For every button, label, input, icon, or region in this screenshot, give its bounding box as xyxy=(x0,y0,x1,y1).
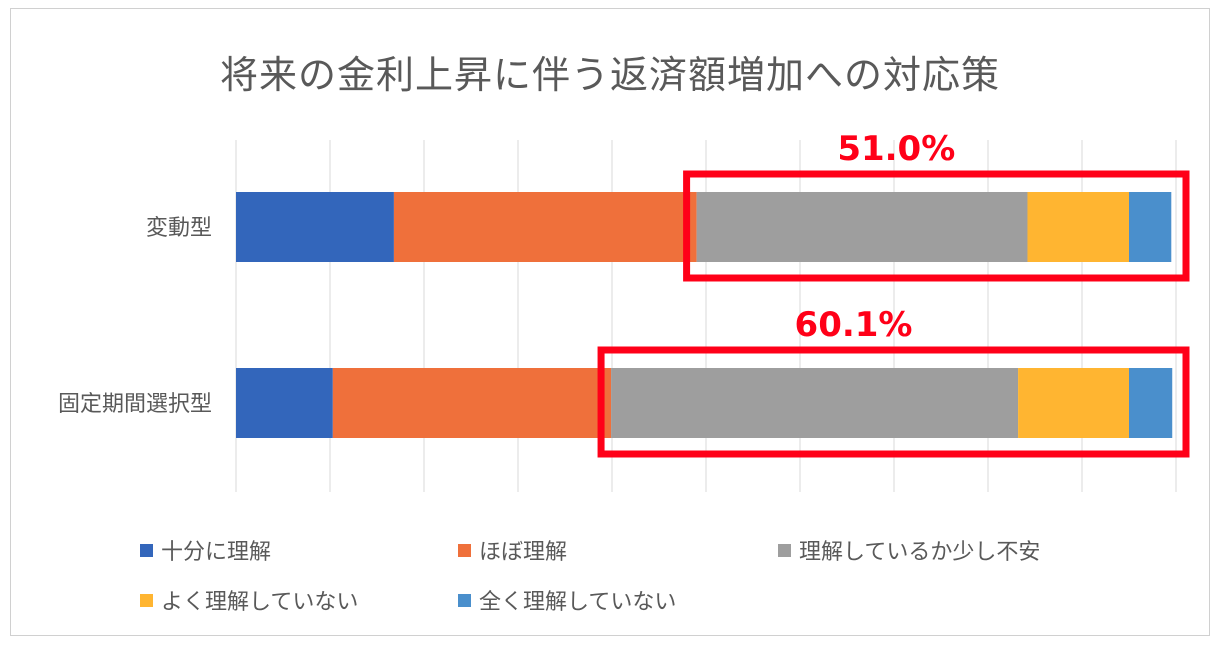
legend-label: よく理解していない xyxy=(161,590,359,615)
legend-swatch xyxy=(458,593,471,607)
legend-swatch xyxy=(458,543,471,557)
legend-label: ほぼ理解 xyxy=(479,540,568,565)
category-label: 変動型 xyxy=(146,216,212,241)
bar-segment xyxy=(1129,368,1173,438)
legend-label: 十分に理解 xyxy=(161,540,272,565)
callout-label: 60.1% xyxy=(795,305,913,345)
bar-segment xyxy=(236,192,394,262)
bar-segment xyxy=(696,192,1028,262)
legend-item: ほぼ理解 xyxy=(458,534,567,566)
legend-item: 理解しているか少し不安 xyxy=(778,534,1040,566)
callout-box xyxy=(683,170,1190,282)
legend-item: よく理解していない xyxy=(140,584,358,616)
category-label: 固定期間選択型 xyxy=(58,392,212,417)
legend-swatch xyxy=(778,543,791,557)
chart-title: 将来の金利上昇に伴う返済額増加への対応策 xyxy=(219,53,1000,97)
callout-label: 51.0% xyxy=(837,129,955,169)
callout-box xyxy=(597,346,1190,458)
bar-segment xyxy=(393,192,697,262)
legend-swatch xyxy=(140,593,153,607)
legend-item: 十分に理解 xyxy=(140,534,271,566)
legend-swatch xyxy=(140,543,153,557)
bar-segment xyxy=(1129,192,1172,262)
bar-segment xyxy=(1027,192,1129,262)
bar-segment xyxy=(332,368,612,438)
bar-segment xyxy=(236,368,333,438)
legend-label: 全く理解していない xyxy=(479,590,677,615)
legend-label: 理解しているか少し不安 xyxy=(799,540,1041,565)
chart-frame xyxy=(10,8,1210,636)
legend-item: 全く理解していない xyxy=(458,584,676,616)
bar-segment xyxy=(1018,368,1129,438)
bar-segment xyxy=(611,368,1019,438)
